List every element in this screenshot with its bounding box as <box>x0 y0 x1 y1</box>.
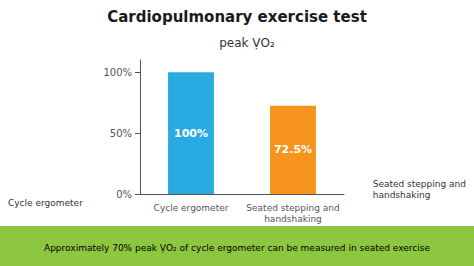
svg-text:handshaking: handshaking <box>373 190 431 200</box>
svg-text:Cardiopulmonary exercise test: Cardiopulmonary exercise test <box>107 8 367 26</box>
svg-text:72.5%: 72.5% <box>274 143 312 156</box>
svg-text:50%: 50% <box>110 128 132 139</box>
svg-text:handshaking: handshaking <box>264 214 322 224</box>
svg-text:Seated stepping and: Seated stepping and <box>246 203 339 213</box>
svg-text:Approximately 70% peak ṾO₂ of: Approximately 70% peak ṾO₂ of cycle ergo… <box>44 243 430 254</box>
svg-text:Seated stepping and: Seated stepping and <box>373 179 466 189</box>
svg-text:Cycle ergometer: Cycle ergometer <box>154 203 229 213</box>
svg-text:peak ṾO₂: peak ṾO₂ <box>219 36 275 50</box>
svg-text:100%: 100% <box>174 127 208 140</box>
svg-text:0%: 0% <box>116 189 132 200</box>
svg-text:Cycle ergometer: Cycle ergometer <box>8 198 83 208</box>
svg-text:100%: 100% <box>103 67 132 78</box>
